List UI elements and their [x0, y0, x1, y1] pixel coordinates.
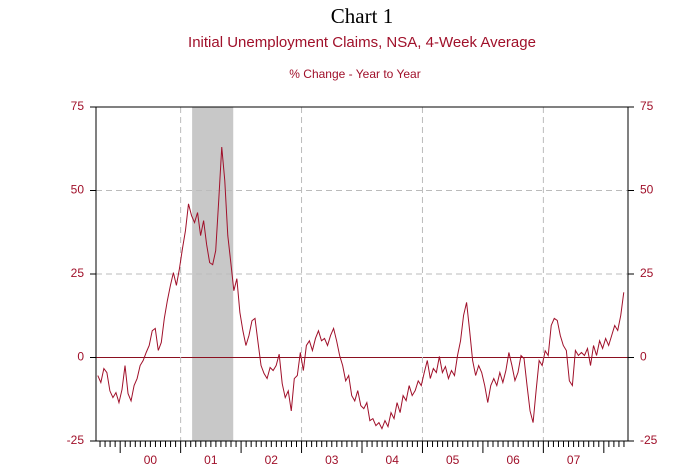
- x-tick-label: 04: [386, 453, 400, 467]
- y-tick-label: 25: [71, 266, 85, 280]
- x-tick-label: 01: [204, 453, 218, 467]
- chart-subtitle: Initial Unemployment Claims, NSA, 4-Week…: [188, 34, 536, 51]
- data-line: [97, 147, 625, 430]
- y-tick-label: -25: [67, 433, 85, 447]
- y-tick-label: 0: [77, 350, 84, 364]
- plot-frame: [95, 106, 629, 442]
- y-tick-label-right: 75: [640, 99, 654, 113]
- y-tick-label-right: -25: [640, 433, 658, 447]
- x-tick-label: 05: [446, 453, 460, 467]
- y-tick-label: 50: [71, 183, 85, 197]
- x-tick-label: 07: [567, 453, 581, 467]
- y-tick-label-right: 25: [640, 266, 654, 280]
- x-tick-label: 00: [144, 453, 158, 467]
- y-tick-label: 75: [71, 99, 85, 113]
- y-tick-label-right: 0: [640, 350, 647, 364]
- y-tick-label-right: 50: [640, 183, 654, 197]
- x-tick-label: 06: [506, 453, 520, 467]
- x-tick-label: 03: [325, 453, 339, 467]
- y-axis-label: % Change - Year to Year: [289, 67, 420, 81]
- x-tick-label: 02: [265, 453, 279, 467]
- chart-title: Chart 1: [331, 4, 393, 28]
